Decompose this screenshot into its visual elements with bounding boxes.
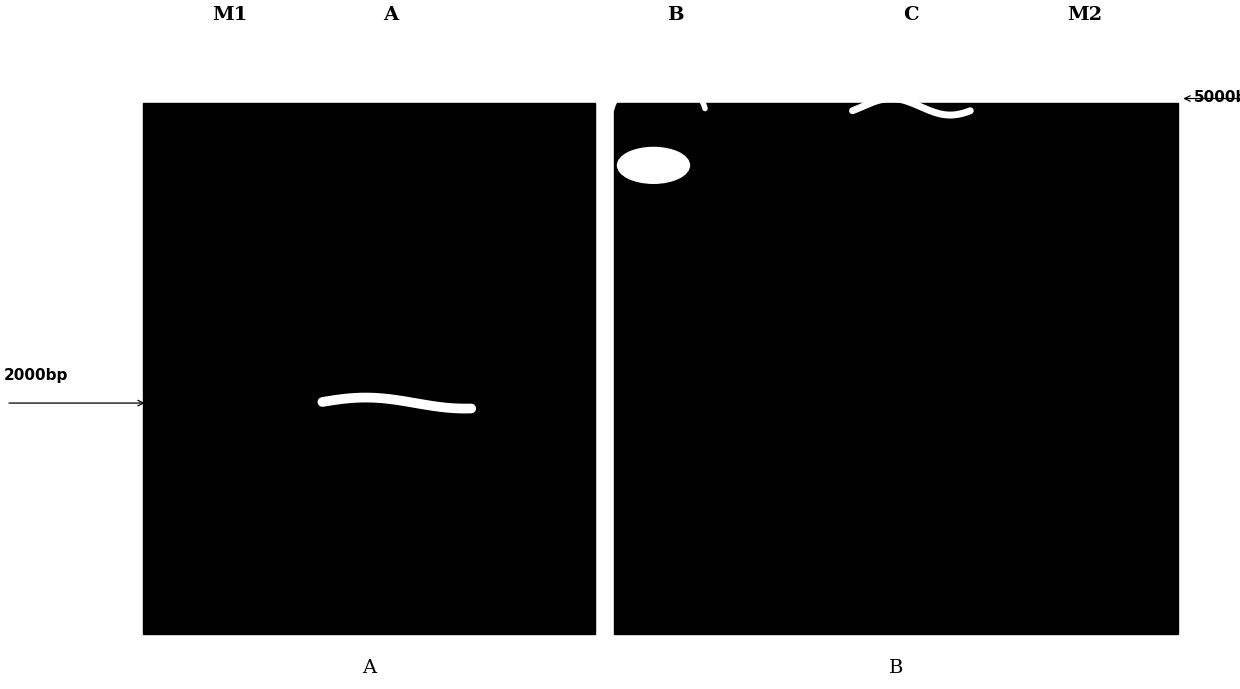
Text: M1: M1 [212,6,247,24]
Text: A: A [383,6,398,24]
Text: B: B [667,6,684,24]
Ellipse shape [618,147,689,183]
Text: 5000bp: 5000bp [1194,90,1240,105]
Bar [614,103,1178,634]
Bar [143,103,595,634]
Text: M2: M2 [1068,6,1102,24]
Text: B: B [889,659,903,677]
Text: C: C [904,6,919,24]
Text: A: A [362,659,376,677]
Text: 2000bp: 2000bp [4,368,68,383]
